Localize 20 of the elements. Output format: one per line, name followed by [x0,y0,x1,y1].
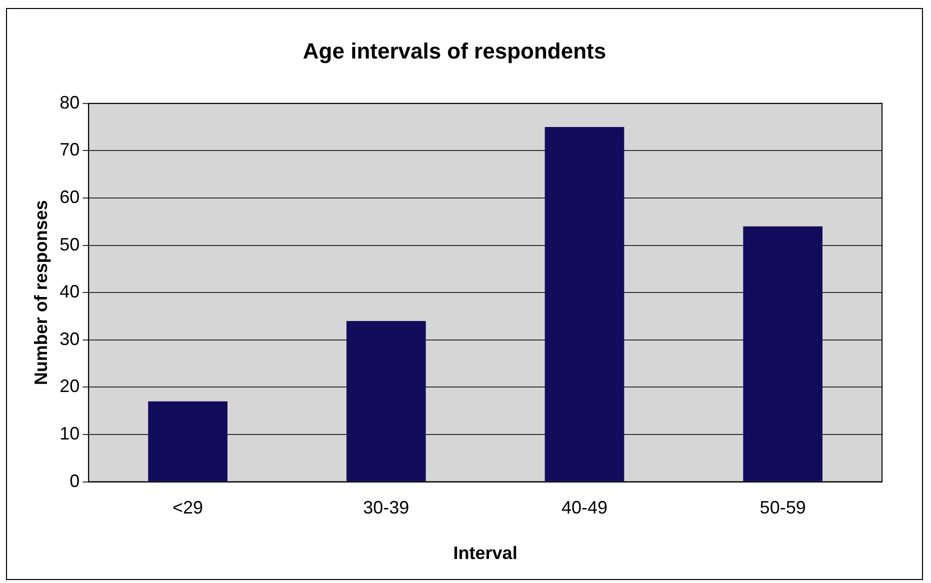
bar [743,226,822,482]
bar [544,127,624,482]
bar [346,320,426,482]
y-tick-label: 50 [60,234,80,254]
chart-title: Age intervals of respondents [302,38,606,64]
y-tick-label: 0 [70,470,80,491]
y-tick-label: 60 [60,186,80,207]
x-tick-label: <29 [172,498,204,518]
y-tick-label: 20 [60,376,80,396]
y-tick-label: 40 [60,282,80,302]
x-tick-label: 40-49 [561,498,608,518]
y-tick-label: 80 [60,92,80,112]
x-axis-title: Interval [453,543,518,564]
y-axis-title: Number of responses [30,200,51,386]
y-tick-label: 70 [60,140,80,160]
y-tick-label: 10 [60,423,80,444]
y-tick-label: 30 [60,328,80,349]
bar [148,401,228,482]
x-tick-label: 50-59 [760,498,806,518]
x-tick-label: 30-39 [363,498,410,518]
